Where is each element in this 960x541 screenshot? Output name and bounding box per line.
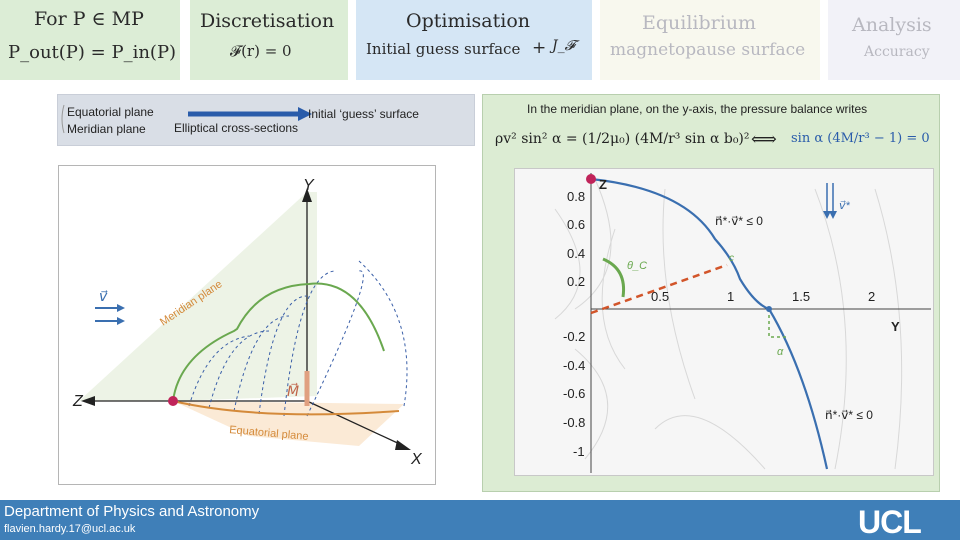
- step-for-equation: P_out(P) = P_in(P): [8, 42, 177, 63]
- ellipse-section-1: [188, 335, 250, 407]
- legend-box: Equatorial plane Meridian plane Elliptic…: [57, 94, 475, 146]
- velocity-arrowhead-1: [117, 304, 125, 312]
- y-tick-0.2: 0.2: [567, 274, 585, 289]
- theta-c-label: θ_C: [627, 260, 647, 272]
- legend-bracket: [61, 104, 65, 134]
- subsolar-point-plot: [586, 174, 596, 184]
- elliptical-cross-sections: [188, 260, 408, 417]
- condition-top: n⃗*·v⃗* ≤ 0: [715, 214, 763, 228]
- step-optimisation-jacobian: J_𝓕: [552, 38, 575, 54]
- ellipse-section-6: [306, 270, 364, 417]
- step-optimisation-plus: +: [532, 38, 547, 58]
- meridian-plot: 0.8 0.6 0.4 0.2 -0.2 -0.4 -0.6 -0.8 -1 0…: [514, 168, 934, 476]
- y-tick-neg-0.8: -0.8: [563, 415, 585, 430]
- step-optimisation-box: Optimisation Initial guess surface + J_𝓕: [356, 0, 592, 80]
- y-tick-0.4: 0.4: [567, 246, 585, 261]
- ucl-logo: UCL: [858, 504, 922, 540]
- v-star-label: v⃗*: [839, 200, 851, 212]
- axis-x-line: [306, 400, 405, 447]
- magnetopause-3d-figure: Y Z X v⃗ M⃗ Meridian plane Equatorial pl…: [58, 165, 436, 485]
- step-analysis-title: Analysis: [852, 14, 932, 36]
- field-line-7: [814, 188, 847, 470]
- pressure-equation-left: ρv² sin² α = (1/2μ₀) (4M/r³ sin α b₀)²: [495, 131, 750, 147]
- field-line-5: [574, 348, 609, 460]
- subsolar-point: [168, 396, 178, 406]
- department-name: Department of Physics and Astronomy: [4, 503, 260, 520]
- step-analysis-box: Analysis Accuracy: [828, 0, 960, 80]
- v-star-arrowhead-2: [829, 211, 837, 219]
- c-point-label: c: [729, 253, 734, 264]
- equatorial-orange-curve: [172, 400, 400, 416]
- axis-x-arrow: [395, 440, 411, 450]
- y-tick-0.6: 0.6: [567, 217, 585, 232]
- y-tick-0.8: 0.8: [567, 189, 585, 204]
- legend-initial-guess: Initial ‘guess’ surface: [308, 107, 419, 121]
- figure-3d-svg: Y Z X v⃗ M⃗ Meridian plane Equatorial pl…: [72, 177, 423, 468]
- alpha-label: α: [777, 346, 784, 358]
- meridian-plot-svg: 0.8 0.6 0.4 0.2 -0.2 -0.4 -0.6 -0.8 -1 0…: [554, 173, 931, 473]
- equatorial-plane-shape: [173, 401, 404, 446]
- step-for-box: For P ∈ MP P_out(P) = P_in(P): [0, 0, 180, 80]
- axis-y-arrow: [302, 188, 312, 202]
- meridian-green-curve: [172, 282, 385, 402]
- x-tick-1.5: 1.5: [792, 289, 810, 304]
- ellipse-section-3: [233, 315, 290, 412]
- condition-bottom: n⃗*·v⃗* ≤ 0: [825, 408, 873, 422]
- magnetopause-curve: [590, 177, 829, 470]
- y-tick-neg-0.4: -0.4: [563, 358, 585, 373]
- y-tick-neg-1: -1: [573, 444, 585, 459]
- step-equilibrium-box: Equilibrium magnetopause surface: [600, 0, 820, 80]
- axis-y-label: Y: [303, 177, 315, 194]
- x-tick-2: 2: [868, 289, 875, 304]
- theta-c-dashed-line: [590, 263, 728, 315]
- step-for-title: For P ∈ MP: [34, 8, 144, 30]
- legend-equatorial: Equatorial plane: [67, 105, 154, 119]
- axis-z-label: Z: [72, 393, 84, 410]
- step-discretisation-equation: 𝓕(r) = 0: [230, 42, 292, 60]
- footer-bar: Department of Physics and Astronomy flav…: [0, 500, 960, 540]
- y-axis-crossing-point: [766, 306, 772, 312]
- step-discretisation-title: Discretisation: [200, 10, 335, 32]
- plot-y-label: Y: [891, 319, 900, 334]
- ellipse-section-2: [208, 330, 270, 409]
- ellipse-section-7: [358, 260, 408, 407]
- meridian-plane-shape: [79, 192, 317, 401]
- axis-x-label: X: [410, 451, 423, 468]
- field-line-8: [874, 188, 903, 470]
- step-analysis-sub: Accuracy: [864, 44, 930, 60]
- step-equilibrium-sub: magnetopause surface: [610, 40, 806, 60]
- step-optimisation-sub: Initial guess surface: [366, 40, 521, 58]
- step-equilibrium-title: Equilibrium: [642, 12, 757, 34]
- legend-graphics: [61, 104, 312, 134]
- y-tick-neg-0.2: -0.2: [563, 329, 585, 344]
- step-optimisation-title: Optimisation: [406, 10, 531, 32]
- legend-arrow-head: [298, 107, 312, 121]
- axis-z-arrow: [81, 396, 95, 406]
- field-line-2: [554, 208, 581, 320]
- author-email: flavien.hardy.17@ucl.ac.uk: [4, 523, 136, 535]
- velocity-label: v⃗: [99, 288, 108, 304]
- m-vector-label: M⃗: [287, 382, 299, 399]
- iff-symbol: ⟺: [751, 129, 777, 150]
- field-line-6: [654, 415, 766, 470]
- panel-heading: In the meridian plane, on the y-axis, th…: [527, 102, 868, 116]
- field-line-4: [662, 188, 696, 400]
- ellipse-section-4: [258, 295, 308, 415]
- field-line-3: [601, 228, 626, 370]
- step-discretisation-box: Discretisation 𝓕(r) = 0: [190, 0, 348, 80]
- velocity-arrowhead-2: [117, 317, 125, 325]
- legend-elliptical: Elliptical cross-sections: [174, 121, 299, 135]
- pressure-equation-right: sin α (4M/r³ − 1) = 0: [791, 131, 930, 146]
- ellipse-section-5: [283, 270, 335, 417]
- legend-meridian: Meridian plane: [67, 122, 146, 136]
- field-line-1: [574, 178, 612, 310]
- plot-z-label: Z: [599, 177, 607, 192]
- v-star-arrowhead-1: [823, 211, 831, 219]
- x-tick-1: 1: [727, 289, 734, 304]
- x-tick-0.5: 0.5: [651, 289, 669, 304]
- y-tick-neg-0.6: -0.6: [563, 386, 585, 401]
- theta-c-arc: [602, 257, 626, 298]
